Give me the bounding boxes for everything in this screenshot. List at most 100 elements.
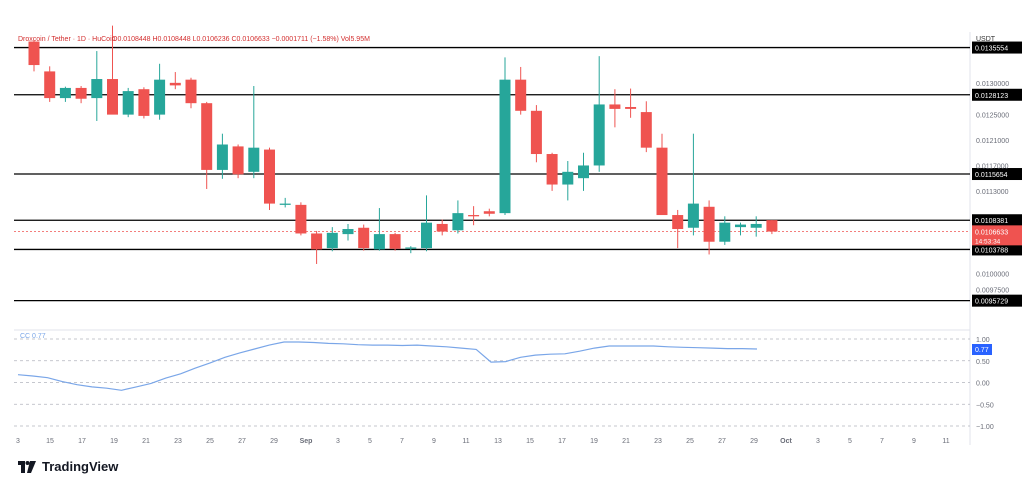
candle-body [562,171,574,185]
candle-body [656,147,668,216]
candle-body [609,104,621,109]
candle-body [625,106,637,109]
candle-body [185,79,197,104]
candle-body [201,103,213,170]
cc-value-tag [972,344,992,356]
x-tick-label: 29 [750,438,758,445]
candle-body [44,71,56,99]
last-price-tag [972,225,1022,246]
level-price-label: 0.0115654 [975,172,1008,179]
x-tick-label: 29 [270,438,278,445]
x-tick-label: Oct [780,438,792,445]
candle-body [719,222,731,242]
x-tick-label: 9 [912,438,916,445]
x-tick-label: 17 [558,438,566,445]
grid [14,32,971,445]
candle-body [640,112,652,148]
cc-tick-label: −0.50 [976,402,994,409]
candle-body [578,165,589,179]
x-tick-label: 27 [238,438,246,445]
candle-body [452,213,464,231]
candle-body [248,147,260,172]
candle-body [421,222,432,249]
x-tick-label: 27 [718,438,726,445]
price-tick-label: 0.0121000 [976,138,1009,145]
candle-body [107,79,118,115]
candle-body [373,234,385,250]
candle-body [264,149,275,204]
candle-body [326,232,338,249]
candle-body [546,154,558,185]
last-price-label: 0.0106633 [975,229,1008,236]
price-tick-label: 0.0097500 [976,287,1009,294]
x-tick-label: 3 [336,438,340,445]
price-tick-label: 0.0125000 [976,113,1009,120]
candle-body [75,87,87,99]
x-tick-label: 25 [686,438,694,445]
candle-body [593,104,605,166]
x-tick-label: 15 [46,438,54,445]
candle-body [515,79,527,111]
level-price-label: 0.0103788 [975,247,1008,254]
level-price-tag [972,294,1022,307]
brand-name: TradingView [42,459,119,474]
level-price-label: 0.0095729 [975,299,1008,306]
cc-tick-label: −1.00 [976,424,994,431]
level-price-tag [972,41,1022,54]
cc-title: CC 0.77 [20,333,46,340]
x-tick-label: 15 [526,438,534,445]
symbol-title: Droxcoin / Tether · 1D · HuCoin [18,36,116,43]
candle-body [750,223,762,228]
candle-body [216,144,228,170]
candle-body [232,146,244,175]
x-tick-label: 5 [848,438,852,445]
candle-body [530,110,542,155]
candle-body [154,79,166,115]
level-price-tag [972,214,1022,227]
cc-tick-label: 1.00 [976,337,990,344]
candle-body [295,204,307,234]
x-tick-label: Sep [300,438,313,445]
candle-body [279,203,291,205]
x-tick-label: 13 [494,438,502,445]
axes: 0.0130000 0.0125000 0.0121000 0.0117000 0.01… [16,81,1009,445]
tradingview-icon [18,460,36,473]
cc-tick-label: 0.00 [976,381,990,388]
price-tick-label: 0.0100000 [976,272,1009,279]
tradingview-logo[interactable]: TradingView [18,459,118,474]
price-tick-label: 0.0113000 [976,189,1009,196]
candle-body [122,91,134,115]
candle-body [311,233,323,250]
x-tick-label: 21 [622,438,630,445]
cc-line [17,341,758,391]
x-tick-label: 19 [590,438,598,445]
currency-label: USDT [976,36,996,43]
x-tick-label: 3 [816,438,820,445]
x-tick-label: 7 [400,438,404,445]
candle-body [59,87,71,99]
level-price-tag [972,243,1022,256]
countdown-label: 14:53:34 [975,238,1001,245]
candle-body [358,227,370,249]
x-tick-label: 5 [368,438,372,445]
x-tick-label: 17 [78,438,86,445]
level-price-label: 0.0128123 [975,93,1008,100]
candle-body [687,203,699,228]
x-tick-label: 9 [432,438,436,445]
candle-body [672,215,684,230]
x-tick-label: 19 [110,438,118,445]
x-tick-label: 11 [942,438,949,445]
cc-value-label: 0.77 [975,347,989,354]
level-price-label: 0.0135554 [975,46,1008,53]
candle-body [169,82,181,86]
price-tick-label: 0.0117000 [976,163,1009,170]
candle-body [28,41,40,66]
x-tick-label: 23 [654,438,662,445]
level-price-tag [972,168,1022,181]
candle-body [389,234,401,249]
candle-body [499,79,511,214]
cc-indicator: 1.00 0.50 0.00 −0.50 −1.00 0.77 [14,337,994,431]
x-tick-label: 21 [142,438,150,445]
candles [28,25,778,264]
